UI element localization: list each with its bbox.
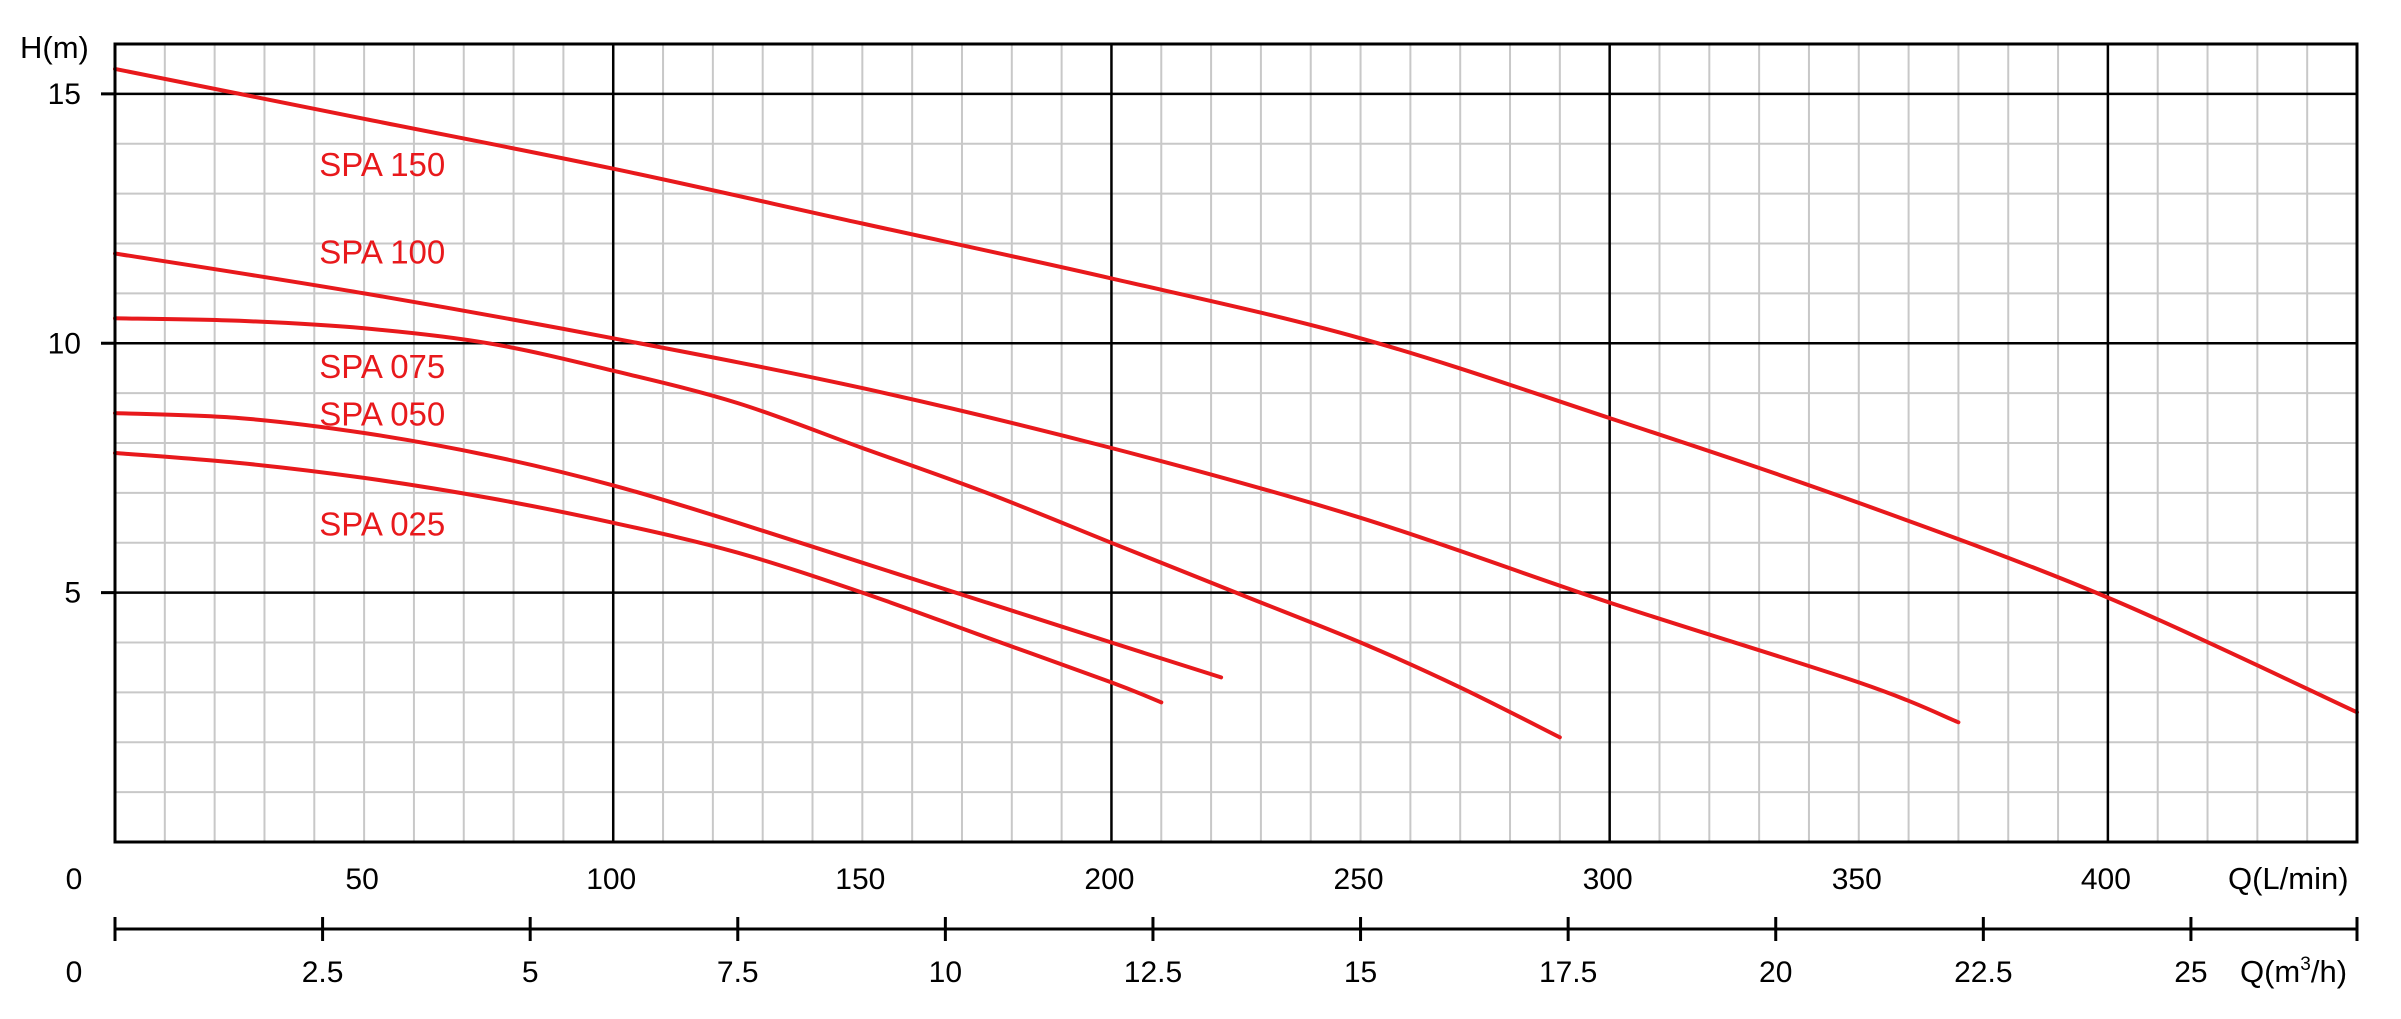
x2-tick-label: 25 (2174, 956, 2207, 989)
x2-origin-label: 0 (66, 956, 83, 989)
x2-tick-label: 10 (929, 956, 962, 989)
x2-tick-label: 15 (1344, 956, 1377, 989)
x2-tick-label: 20 (1759, 956, 1792, 989)
x2-tick-label: 5 (522, 956, 539, 989)
series-label-2: SPA 100 (319, 233, 445, 270)
series-line-3 (113, 316, 1562, 740)
series-line-2 (113, 251, 1961, 725)
series-line-1 (113, 66, 2359, 715)
x2-tick-label: 22.5 (1954, 956, 2012, 989)
x2-tick-label: 17.5 (1539, 956, 1597, 989)
x2-axis-title-main: Q(m (2240, 954, 2300, 989)
minor-grid (115, 44, 2357, 842)
x-tick-label: 250 (1334, 863, 1384, 896)
x-tick-label: 350 (1832, 863, 1882, 896)
series-line-4 (113, 411, 1224, 680)
x-tick-label: 50 (345, 863, 378, 896)
x-tick-label: 100 (586, 863, 636, 896)
x2-tick-label: 12.5 (1124, 956, 1182, 989)
x2-axis-title: Q(m3/h) (2240, 954, 2347, 989)
x-axis-title: Q(L/min) (2228, 861, 2349, 896)
x-tick-label: 150 (835, 863, 885, 896)
x2-tick-label: 7.5 (717, 956, 759, 989)
series-label-1: SPA 150 (319, 146, 445, 183)
x-origin-label: 0 (66, 863, 83, 896)
series-line-5 (113, 451, 1164, 705)
x-tick-label: 200 (1084, 863, 1134, 896)
x2-tick-label: 2.5 (302, 956, 344, 989)
y-axis-title: H(m) (20, 30, 89, 65)
series-label-5: SPA 025 (319, 505, 445, 542)
x2-axis-title-sup: 3 (2300, 954, 2311, 975)
x-tick-label: 300 (1583, 863, 1633, 896)
x-tick-label: 400 (2081, 863, 2131, 896)
series-label-4: SPA 050 (319, 396, 445, 433)
series-layer: SPA 150 SPA 100 SPA 075 SPA 050 SPA 025 (113, 66, 2359, 740)
y-tick-label: 15 (48, 78, 81, 111)
x2-axis-title-tail: /h) (2311, 954, 2347, 989)
plot-frame (101, 42, 2359, 941)
y-tick-label: 5 (64, 577, 81, 610)
y-tick-label: 10 (48, 327, 81, 360)
plot-border (113, 42, 2359, 844)
series-label-3: SPA 075 (319, 348, 445, 385)
